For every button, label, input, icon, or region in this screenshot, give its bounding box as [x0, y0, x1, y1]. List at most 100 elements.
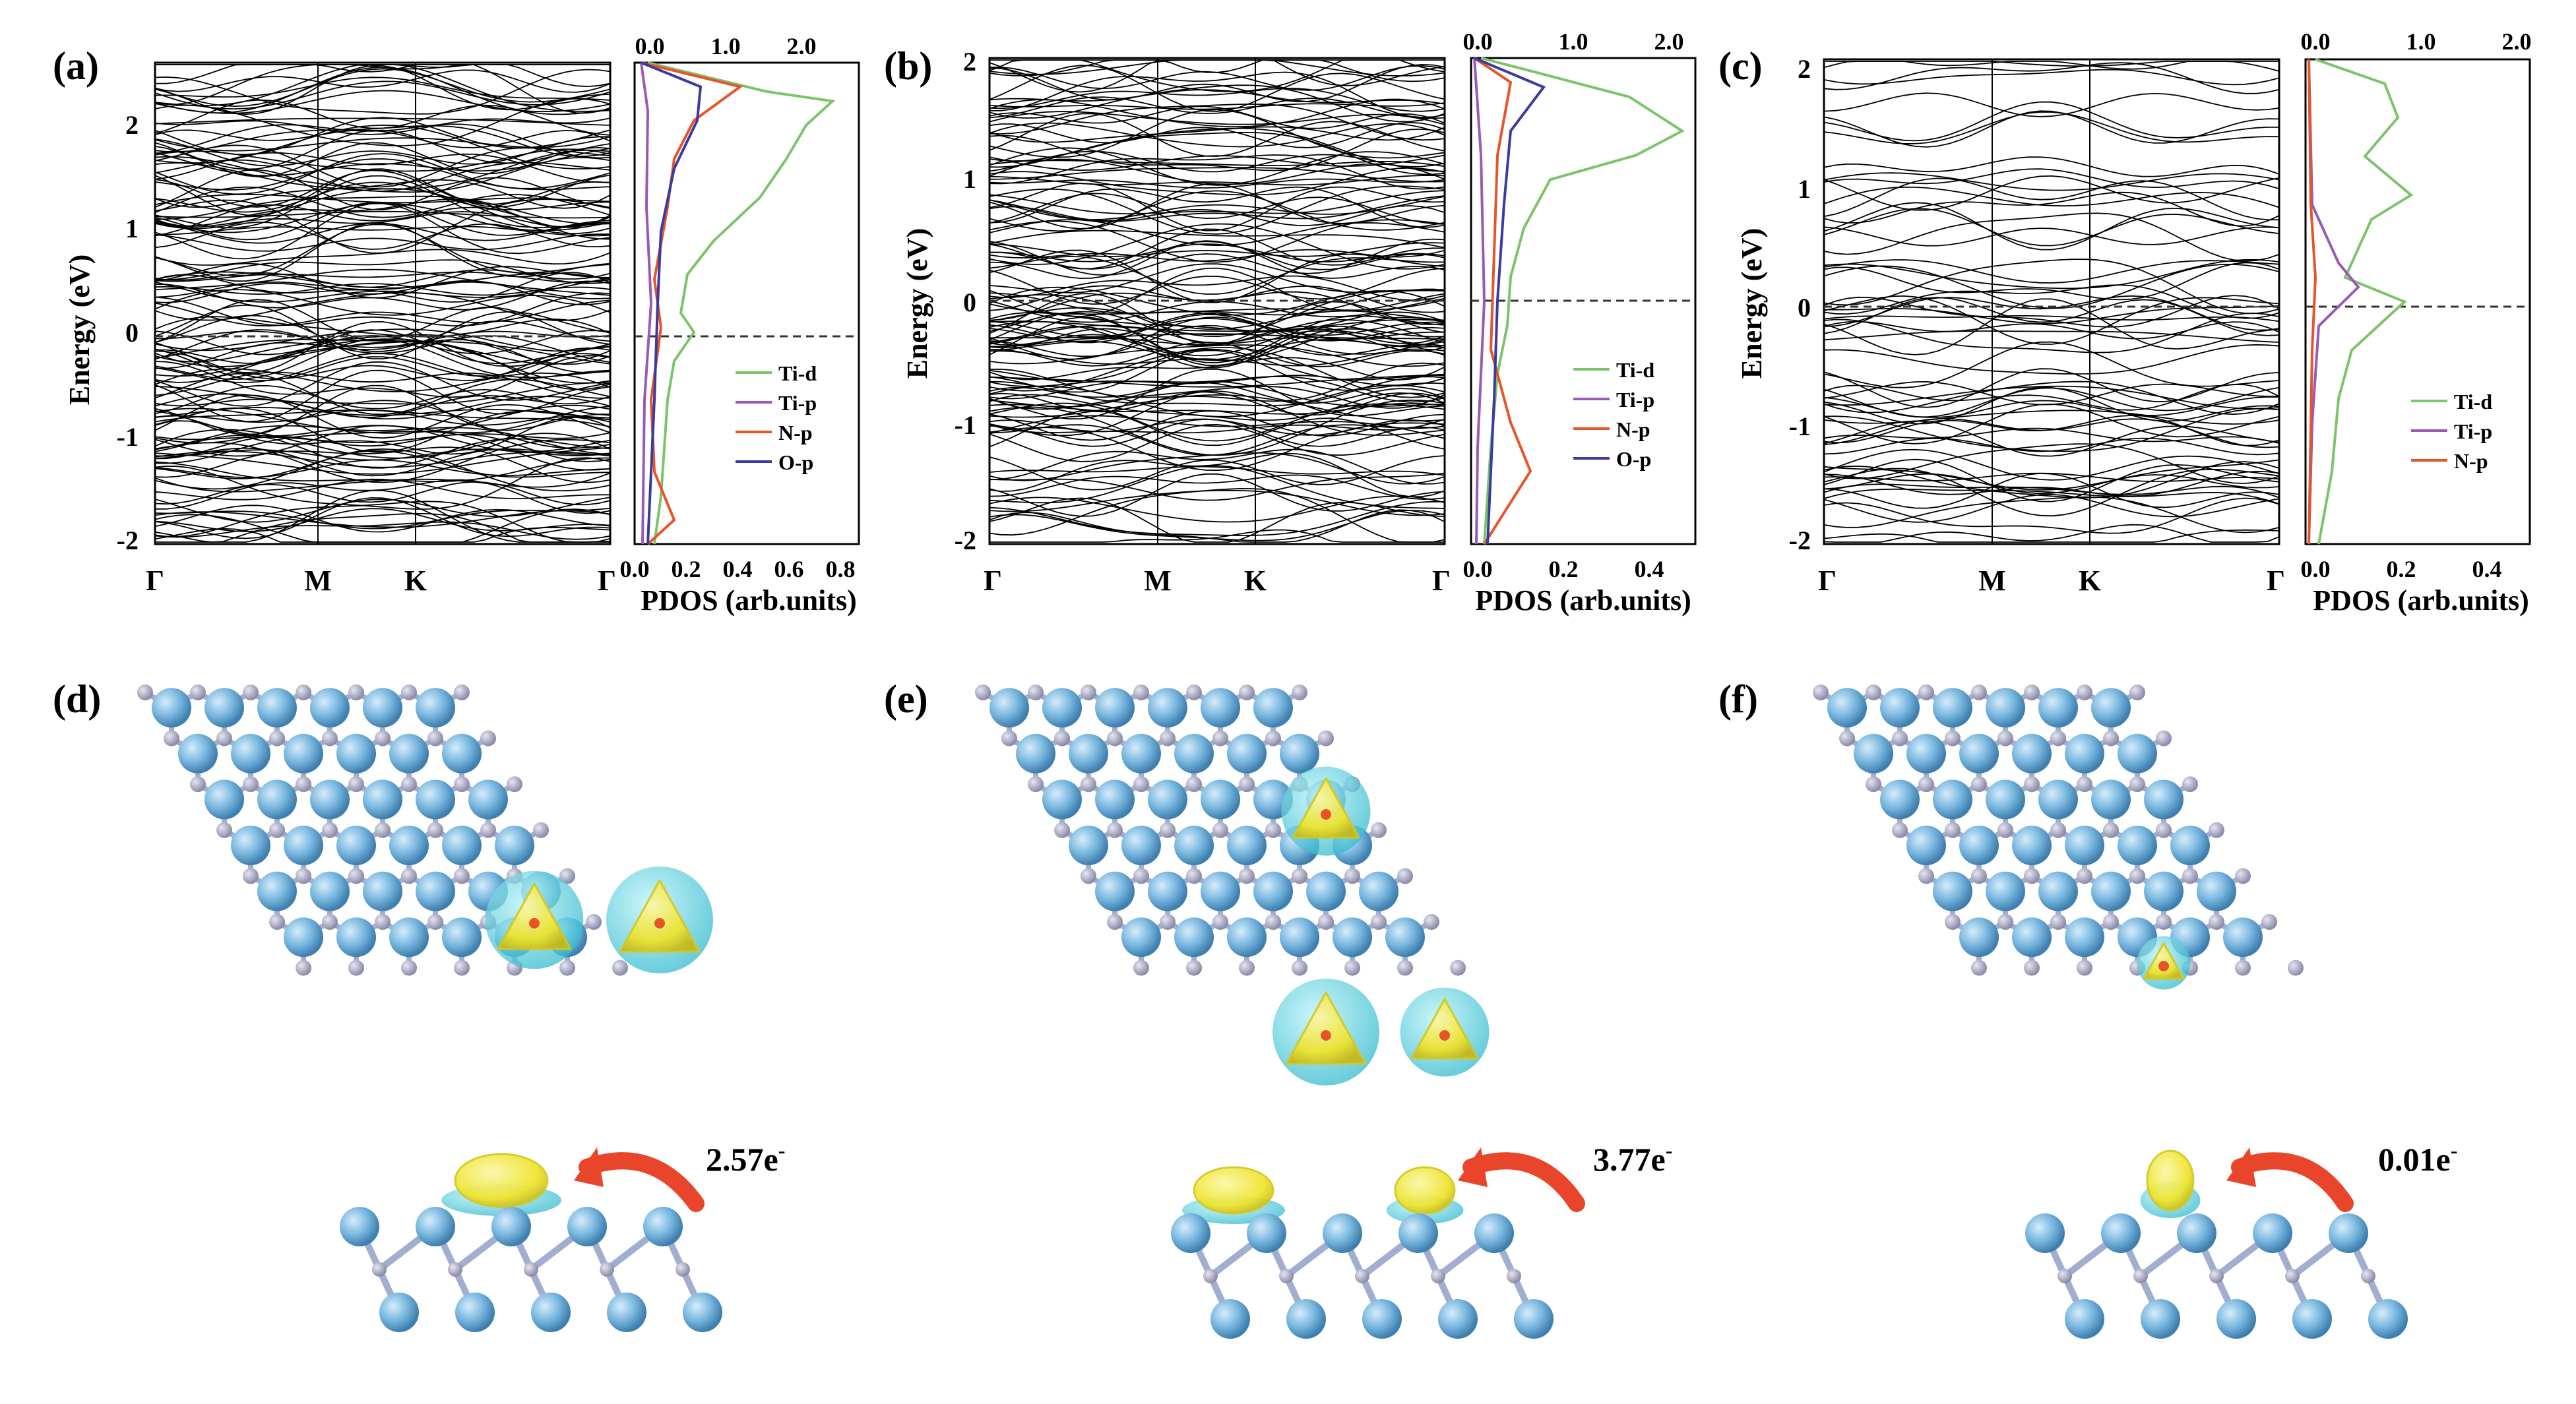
band-panel-b: (b) Energy (eV) 2 1 0 -1 -2 Γ M K Γ 0.0 … [884, 28, 1697, 617]
small-atom [1918, 776, 1934, 793]
large-atom [284, 917, 323, 958]
large-atom [2141, 1299, 2180, 1339]
band-line [989, 348, 1445, 367]
band-line [989, 423, 1445, 462]
large-atom [2197, 871, 2236, 911]
band-line [989, 344, 1445, 367]
small-atom [243, 776, 259, 793]
legend-text-b-tid: Ti-d [1616, 358, 1654, 382]
small-atom [375, 914, 391, 930]
large-atom [204, 779, 244, 820]
band-line [989, 316, 1445, 360]
band-line [989, 65, 1445, 91]
pdos-bot-tick-a-4: 0.8 [826, 556, 856, 582]
band-line [1823, 448, 2280, 481]
band-line [1823, 524, 2280, 543]
small-atom [1265, 914, 1281, 930]
band-line [1823, 191, 2280, 227]
large-atom [204, 688, 244, 728]
large-atom [2091, 871, 2131, 911]
panel-label-c: (c) [1718, 44, 1763, 88]
band-line [989, 190, 1445, 215]
pdos-curve [1480, 57, 1685, 545]
band-line [1823, 208, 2280, 247]
lattice-top-view-e [975, 685, 1490, 1085]
kpt-k-c: K [2079, 565, 2101, 597]
large-atom [2091, 688, 2131, 728]
kpt-m-c: M [1978, 565, 2006, 597]
band-line [154, 136, 611, 152]
y-ticks-b: 2 1 0 -1 -2 [955, 47, 976, 555]
band-line [1823, 295, 2280, 345]
band-line [989, 376, 1445, 407]
small-atom [454, 685, 470, 700]
small-atom [1344, 868, 1360, 884]
band-line [1823, 427, 2280, 444]
y-ticks-c: 2 1 0 -1 -2 [1789, 54, 1811, 555]
large-atom [1042, 688, 1082, 728]
small-atom [524, 1262, 538, 1277]
legend-text-c-np: N-p [2454, 449, 2488, 473]
band-line [989, 288, 1445, 316]
pdos-xlabel-c: PDOS (arb.units) [2313, 584, 2529, 617]
band-line [989, 368, 1445, 420]
band-line [154, 472, 611, 493]
pdos-curves-a [640, 61, 836, 545]
small-atom [1081, 868, 1096, 884]
large-atom [1986, 871, 2025, 911]
small-atom [1866, 776, 1881, 793]
small-atom [1212, 730, 1228, 747]
band-line [1823, 175, 2280, 211]
band-lines-c [1823, 61, 2280, 543]
band-line [989, 103, 1445, 141]
small-atom [1997, 730, 2013, 747]
small-atom [322, 914, 338, 930]
pdos-top-tick-b-0: 0.0 [1463, 28, 1493, 55]
band-line [154, 280, 611, 311]
small-atom [1186, 685, 1202, 700]
small-atom [2129, 685, 2145, 700]
large-atom [1121, 826, 1161, 865]
small-atom [269, 730, 285, 747]
band-line [154, 489, 611, 543]
band-line [154, 429, 611, 459]
charge-accumulation-blob [1285, 991, 1367, 1065]
band-line [989, 473, 1445, 517]
band-line [154, 268, 611, 296]
charge-accumulation-blob [619, 879, 701, 953]
panel-label-d: (d) [53, 677, 101, 721]
band-line [154, 329, 611, 365]
band-line [154, 507, 611, 530]
large-atom [1880, 688, 1920, 728]
ytick-a-m1: -1 [117, 422, 139, 452]
small-atom [1212, 822, 1228, 838]
adsorbate-atom [529, 918, 540, 929]
small-atom [1918, 685, 1934, 700]
legend-a: Ti-d Ti-p N-p O-p [736, 361, 817, 474]
pdos-top-ticks-a: 0.0 1.0 2.0 [635, 33, 817, 59]
small-atom [1355, 1269, 1369, 1283]
pdos-xlabel-b: PDOS (arb.units) [1475, 584, 1691, 617]
charge-accumulation-blob [1292, 777, 1360, 839]
band-line [989, 455, 1445, 491]
small-atom [1001, 730, 1017, 747]
band-line [989, 313, 1445, 344]
large-atom [1933, 779, 1972, 820]
charge-arrow-head-f [2226, 1147, 2256, 1187]
large-atom [2329, 1213, 2368, 1253]
adsorbate-atom [1439, 1030, 1450, 1041]
band-line [1823, 488, 2280, 504]
band-line [154, 175, 611, 229]
small-atom [427, 730, 443, 747]
band-line [154, 193, 611, 208]
band-line [990, 241, 1445, 270]
large-atom [468, 779, 508, 820]
large-atom [2216, 1299, 2256, 1339]
small-atom [1997, 822, 2013, 838]
band-line [1823, 212, 2280, 262]
large-atom [2118, 733, 2157, 774]
small-atom [454, 868, 470, 884]
side-view-d [340, 1153, 722, 1332]
small-atom [454, 960, 470, 976]
large-atom [1227, 733, 1267, 774]
